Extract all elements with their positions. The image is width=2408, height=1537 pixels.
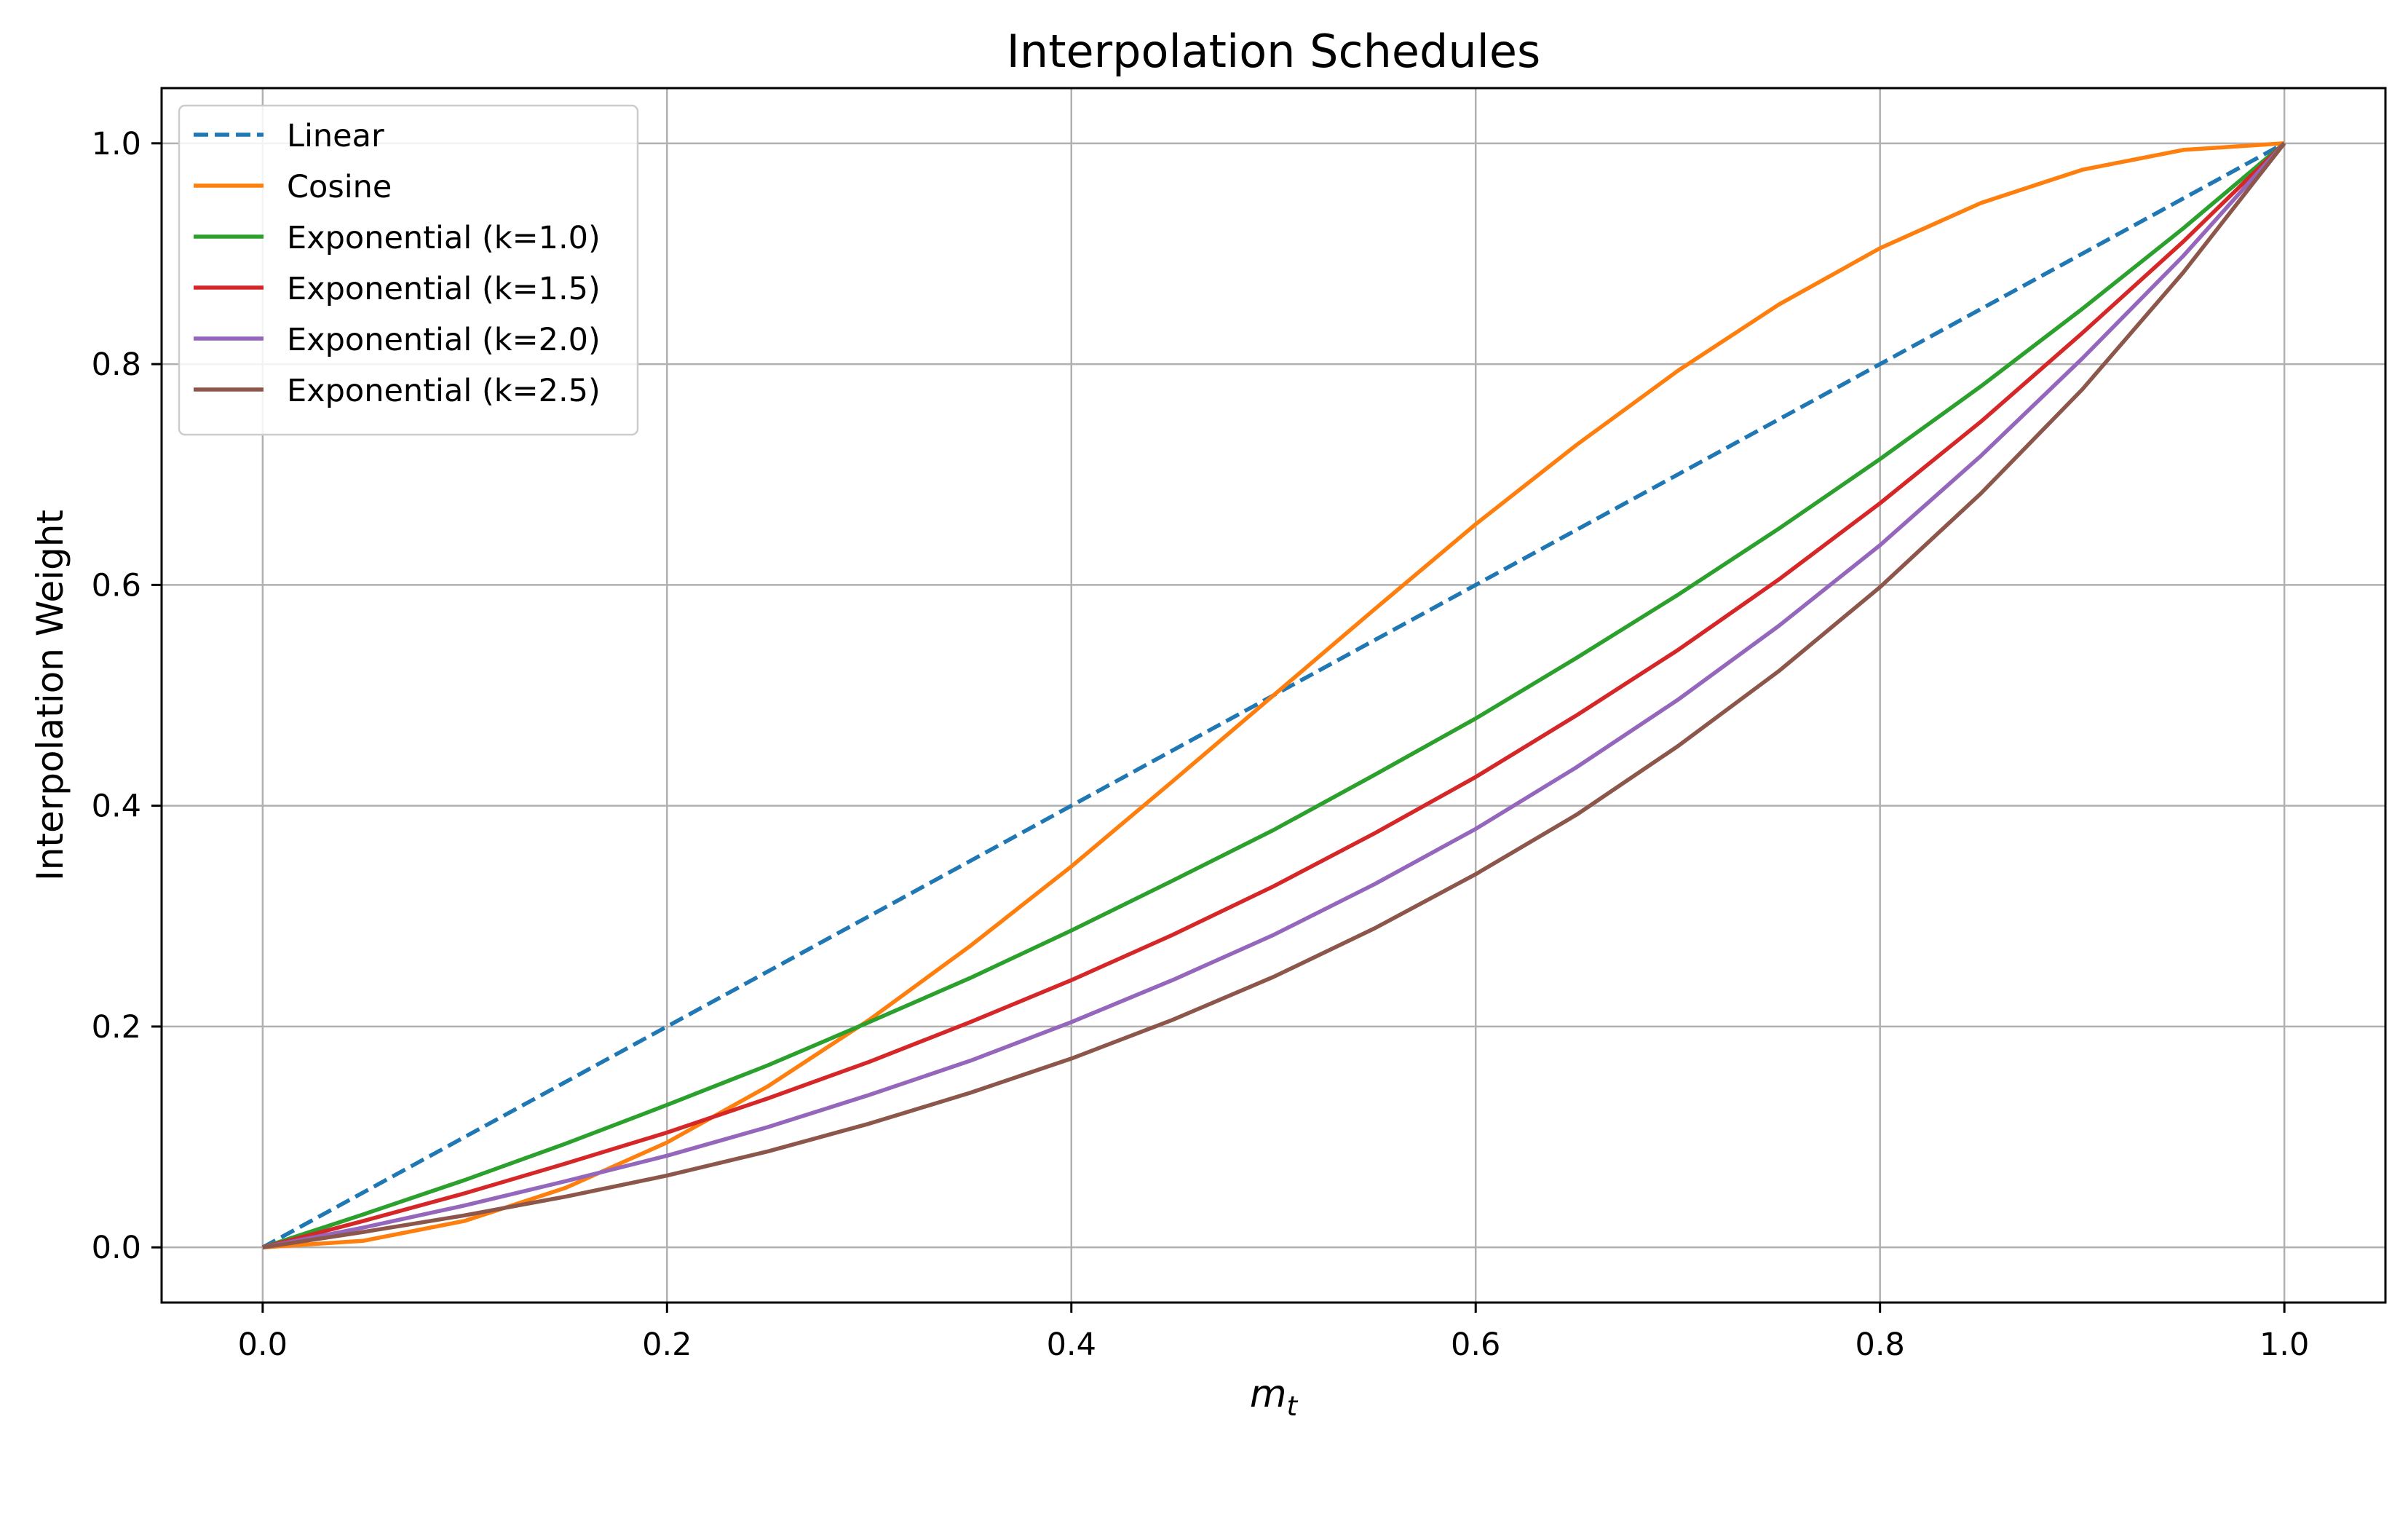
legend: Linear Cosine Exponential (k=1.0) Exponenti… (178, 104, 639, 436)
legend-label: Cosine (287, 169, 392, 205)
y-tick-label: 0.6 (92, 567, 141, 604)
legend-label: Exponential (k=2.5) (287, 373, 601, 409)
y-tick-label: 0.2 (92, 1009, 141, 1046)
x-tick-label: 0.6 (1451, 1327, 1500, 1363)
legend-box (178, 104, 639, 436)
legend-label: Exponential (k=1.5) (287, 271, 601, 307)
series-line (262, 141, 2286, 1249)
y-tick-label: 0.4 (92, 789, 141, 825)
x-axis-label-subscript: t (1287, 1391, 1299, 1422)
y-axis-label: Interpolation Weight (29, 510, 71, 881)
legend-label: Exponential (k=2.0) (287, 322, 601, 358)
y-tick-label: 0.8 (92, 347, 141, 383)
x-tick-label: 1.0 (2260, 1327, 2309, 1363)
x-axis-label-main: m (1250, 1372, 1287, 1416)
chart-title: Interpolation Schedules (1007, 25, 1541, 78)
series-line (262, 141, 2286, 1249)
x-tick-label: 0.0 (238, 1327, 288, 1363)
legend-label: Exponential (k=1.0) (287, 220, 601, 256)
axis-ticks: 0.0 0.2 0.4 0.6 0.8 1.0 0.0 0.2 0.4 0.6 0.8 1.0 (92, 126, 2310, 1363)
x-tick-label: 0.2 (642, 1327, 692, 1363)
grid (162, 88, 2385, 1303)
y-tick-label: 1.0 (92, 126, 141, 162)
y-tick-label: 0.0 (92, 1230, 141, 1266)
x-tick-label: 0.8 (1855, 1327, 1904, 1363)
series-line (262, 141, 2286, 1249)
x-tick-label: 0.4 (1047, 1327, 1096, 1363)
x-axis-label: mt (1250, 1372, 1299, 1422)
series-line (262, 142, 2286, 1249)
legend-label: Linear (287, 118, 384, 154)
axes-frame (160, 87, 2387, 1304)
series-lines (261, 141, 2286, 1249)
